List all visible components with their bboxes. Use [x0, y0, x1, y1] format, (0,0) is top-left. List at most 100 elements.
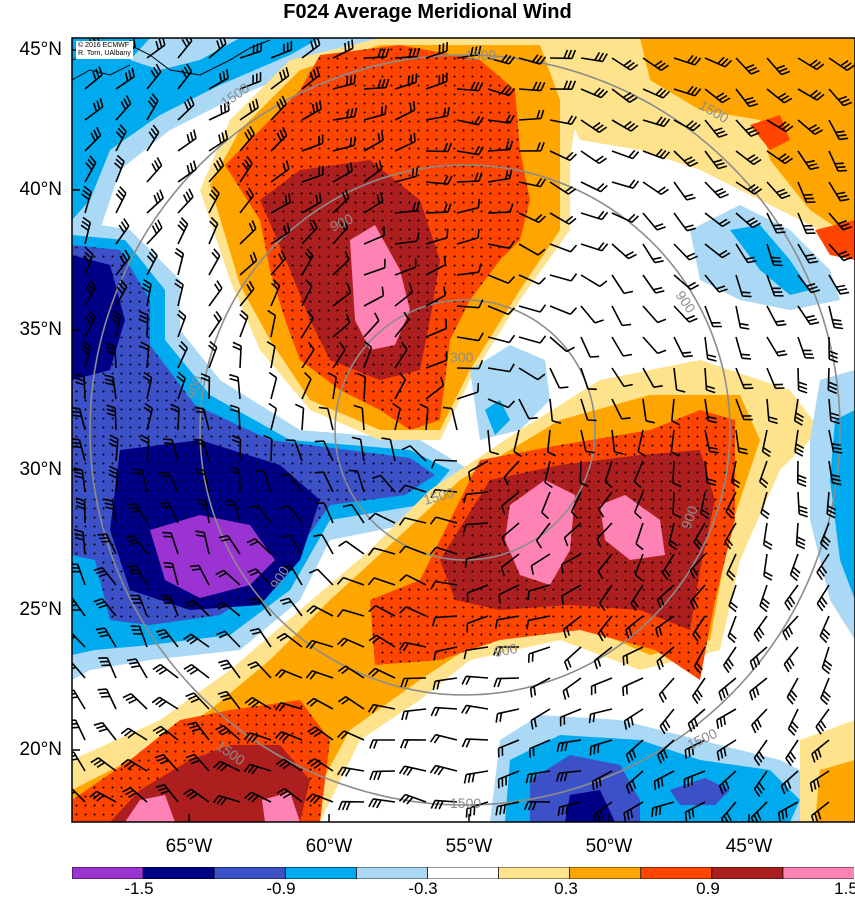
wind-barb [89, 790, 117, 803]
wind-barb [174, 247, 185, 276]
wind-barb [819, 615, 831, 644]
wind-barb [214, 601, 241, 617]
wind-barb [456, 332, 484, 342]
wind-barb [177, 63, 193, 90]
wind-barb [367, 547, 396, 556]
wind-barb [513, 429, 522, 458]
wind-barb [625, 739, 644, 764]
wind-barb [704, 460, 717, 486]
wind-barb [684, 801, 706, 822]
wind-barb [162, 438, 179, 462]
wind-barb [425, 72, 448, 90]
wind-barb [816, 584, 830, 612]
wind-barb [93, 598, 117, 617]
wind-barb [541, 491, 551, 520]
wind-barb [294, 403, 305, 431]
field-blue-c [485, 400, 510, 435]
colorbar-segment [355, 867, 429, 879]
wind-barb [625, 770, 644, 795]
wind-barb [828, 212, 852, 231]
lon-label-60: 60°W [305, 836, 353, 857]
wind-barb [751, 708, 768, 734]
wind-barb [177, 129, 197, 152]
wind-barb [280, 473, 303, 493]
wind-barb [580, 87, 609, 99]
wind-barb [659, 708, 675, 735]
wind-barb [487, 54, 516, 65]
wind-barb [163, 561, 179, 586]
wind-barb [691, 677, 706, 705]
wind-barb [213, 760, 241, 772]
wind-barb [425, 286, 446, 307]
wind-barb [828, 243, 853, 262]
wind-barb [493, 677, 520, 688]
wind-barb [749, 677, 768, 701]
wind-barb [195, 468, 210, 493]
wind-barb [183, 663, 210, 679]
wind-barb [716, 708, 737, 729]
field-pink-north [350, 225, 410, 350]
wind-barb [462, 522, 489, 534]
wind-barb [625, 615, 644, 639]
wind-barb [72, 563, 86, 586]
wind-barb [693, 646, 706, 674]
wind-barb [797, 212, 816, 235]
colorbar-segment [782, 867, 854, 879]
wind-barb [186, 721, 210, 741]
wind-barb [146, 219, 163, 245]
wind-barb [152, 725, 179, 741]
wind-barb [673, 336, 693, 358]
wind-barb [456, 228, 480, 245]
wind-barb [348, 469, 365, 493]
wind-barb [828, 398, 840, 425]
wind-barb [306, 758, 334, 772]
wind-barb [208, 248, 221, 276]
wind-barb [97, 688, 117, 710]
wind-barb [368, 634, 396, 648]
wind-barb [431, 615, 458, 627]
wind-barb [720, 801, 737, 822]
wind-barb [104, 374, 117, 400]
wind-barb [363, 78, 390, 90]
wind-barb [110, 309, 122, 338]
wind-barb [72, 719, 86, 741]
wind-barb [160, 594, 179, 617]
wind-barb [130, 625, 148, 648]
wind-barb [159, 502, 179, 524]
lat-label-25: 25°N [19, 599, 62, 620]
wind-barb [429, 764, 458, 776]
wind-barb [177, 38, 193, 59]
wind-barb [230, 466, 241, 493]
wind-barb [563, 522, 582, 547]
contour-lines [89, 54, 841, 806]
wind-barb [673, 181, 696, 201]
wind-barb [758, 460, 769, 489]
wind-barb [285, 439, 303, 462]
wind-barb [704, 398, 718, 424]
wind-barb [634, 553, 644, 582]
wind-barb [139, 341, 150, 369]
lat-label-30: 30°N [19, 459, 62, 480]
wind-barb [655, 615, 675, 638]
wind-barb [797, 367, 808, 394]
wind-barb [580, 274, 608, 288]
wind-barb [308, 568, 334, 586]
wind-barb [580, 210, 609, 221]
wind-barb [673, 54, 702, 66]
wind-barb [268, 371, 278, 400]
wind-barb [363, 105, 387, 121]
wind-barb [463, 491, 489, 504]
wind-barb [146, 189, 164, 214]
wind-barb [518, 81, 546, 92]
wind-barb [588, 708, 613, 724]
wind-barb [363, 48, 390, 59]
wind-barb [726, 553, 737, 581]
field-red-ne [750, 115, 855, 260]
wind-barb [693, 522, 706, 550]
wind-barb [274, 730, 303, 742]
wind-barb [183, 788, 210, 803]
wind-barb [580, 242, 609, 252]
wind-barb [487, 114, 515, 124]
wind-barb [84, 66, 103, 90]
lon-label-45: 45°W [725, 836, 773, 857]
